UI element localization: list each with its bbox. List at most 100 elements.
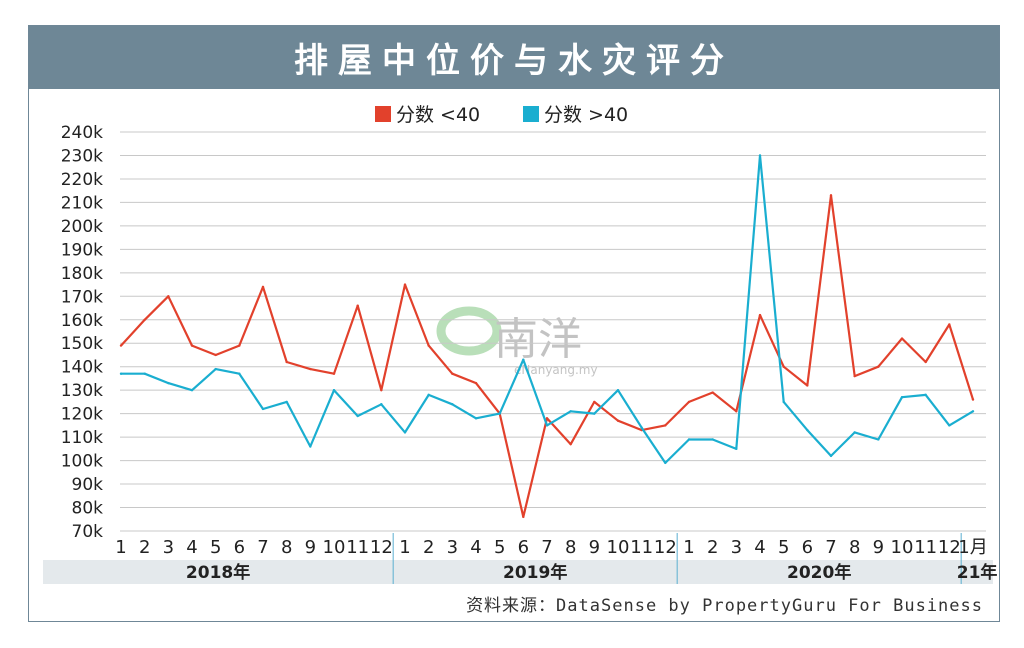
year-label: 21年 <box>957 562 998 583</box>
data-point <box>451 372 454 375</box>
x-tick-label: 8 <box>281 537 292 558</box>
x-tick-label: 1 <box>683 537 694 558</box>
data-point <box>735 410 738 413</box>
grid-layer <box>120 131 986 532</box>
data-point <box>735 447 738 451</box>
data-point <box>711 438 714 441</box>
chart-frame: 排屋中位价与水灾评分 分数 <40 分数 >40 南洋 eNanyang.my … <box>28 25 1000 622</box>
data-point <box>569 442 572 446</box>
data-point <box>758 154 762 157</box>
data-point <box>711 391 714 394</box>
data-point <box>214 367 217 371</box>
x-tick-label: 3 <box>731 537 742 558</box>
data-point <box>214 353 217 357</box>
legend-label-high: 分数 >40 <box>544 104 628 126</box>
data-point <box>356 304 359 307</box>
y-tick-label: 100k <box>61 452 103 472</box>
data-point <box>782 400 785 404</box>
data-point <box>948 424 951 427</box>
data-point <box>119 344 123 347</box>
data-point <box>664 424 667 427</box>
x-tick-label: 4 <box>470 537 481 558</box>
watermark-e-logo <box>436 306 502 356</box>
y-tick-label: 140k <box>61 358 103 378</box>
x-tick-label: 6 <box>518 537 529 558</box>
y-tick-label: 200k <box>61 217 103 237</box>
y-tick-label: 190k <box>61 240 103 260</box>
x-tick-label: 12 <box>938 537 961 558</box>
data-point <box>616 419 620 422</box>
x-tick-label: 7 <box>257 537 268 558</box>
x-tick-label: 2 <box>707 537 718 558</box>
y-tick-label: 90k <box>72 475 104 495</box>
data-point <box>593 400 596 404</box>
data-point <box>616 388 620 392</box>
data-point <box>474 381 478 385</box>
x-tick-label: 2 <box>423 537 434 558</box>
data-point <box>143 318 146 321</box>
y-tick-label: 230k <box>61 146 103 166</box>
x-tick-label: 7 <box>541 537 552 558</box>
data-point <box>853 431 856 434</box>
data-point <box>593 412 596 415</box>
x-tick-label: 9 <box>873 537 884 558</box>
y-tick-label: 70k <box>72 522 104 542</box>
x-tick-label: 12 <box>370 537 393 558</box>
legend-label-low: 分数 <40 <box>396 104 480 126</box>
data-point <box>285 400 288 404</box>
data-point <box>119 372 123 375</box>
y-tick-label: 130k <box>61 381 103 401</box>
series-layer <box>119 154 975 519</box>
data-point <box>190 388 194 392</box>
x-tick-label: 6 <box>234 537 245 558</box>
data-point <box>238 344 241 347</box>
x-tick-label: 8 <box>849 537 860 558</box>
data-point <box>309 445 312 448</box>
x-tick-label: 3 <box>163 537 174 558</box>
year-label: 2019年 <box>503 562 567 583</box>
data-point <box>687 438 691 441</box>
y-tick-label: 170k <box>61 287 103 307</box>
data-point <box>545 417 549 420</box>
data-point <box>427 344 430 347</box>
x-tick-label: 4 <box>754 537 765 558</box>
data-point <box>451 403 454 406</box>
data-point <box>569 410 572 413</box>
data-point <box>309 367 312 371</box>
data-point <box>403 283 407 286</box>
data-point <box>356 414 359 418</box>
y-tick-label: 80k <box>72 499 104 519</box>
data-point <box>261 285 265 289</box>
data-point <box>806 384 809 387</box>
data-point <box>380 388 383 392</box>
x-tick-label: 9 <box>589 537 600 558</box>
data-point <box>829 454 833 458</box>
data-point <box>924 393 927 397</box>
x-tick-label: 5 <box>210 537 221 558</box>
data-point <box>238 372 241 375</box>
data-point <box>332 388 336 392</box>
x-tick-label: 6 <box>802 537 813 558</box>
data-point <box>877 365 880 368</box>
x-tick-label: 9 <box>305 537 316 558</box>
data-point <box>971 398 975 401</box>
y-tick-label: 120k <box>61 405 103 425</box>
data-point <box>782 365 785 368</box>
x-tick-label: 10 <box>607 537 630 558</box>
legend-swatch-high <box>523 106 539 122</box>
y-tick-label: 220k <box>61 170 103 190</box>
y-tick-label: 210k <box>61 193 103 213</box>
y-axis-ticks: 70k 80k 90k 100k 110k 120k 130k 140k 150k 160k 170… <box>61 123 103 542</box>
x-axis-ticks: 1 2 3 4 5 6 7 8 9 10 11 12 1 2 3 4 5 6 7 8 9 10 11 12 1 2 3 4 5 6 7 8 9 1… <box>115 537 987 558</box>
x-tick-label: 11 <box>346 537 369 558</box>
x-tick-label: 10 <box>323 537 346 558</box>
data-point <box>877 438 880 441</box>
watermark-logo-text: 南洋 <box>494 314 582 365</box>
x-tick-label: 1 <box>115 537 126 558</box>
year-label: 2020年 <box>787 562 851 583</box>
y-tick-label: 160k <box>61 311 103 331</box>
legend: 分数 <40 分数 >40 <box>375 104 628 126</box>
y-tick-label: 150k <box>61 334 103 354</box>
data-point <box>403 431 407 434</box>
data-point <box>143 372 146 375</box>
